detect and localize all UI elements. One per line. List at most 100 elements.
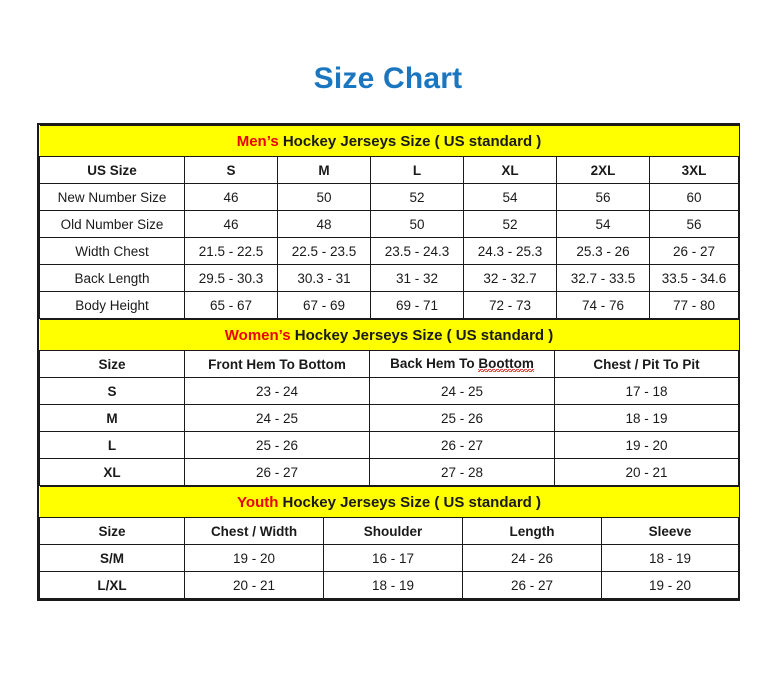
mens-cell-0-2: 52	[370, 183, 464, 211]
mens-cell-0-1: 50	[277, 183, 371, 211]
womens-section-banner: Women’s Hockey Jerseys Size ( US standar…	[39, 319, 739, 351]
youth-header-cell-0: Size	[39, 517, 185, 545]
mens-row-label-2: Width Chest	[39, 237, 185, 265]
womens-row-label-3: XL	[39, 458, 185, 486]
womens-header-cell-3: Chest / Pit To Pit	[553, 350, 740, 378]
mens-cell-4-0: 65 - 67	[184, 291, 278, 319]
womens-header-cell-2-prefix: Back Hem To	[390, 356, 479, 371]
youth-cell-1-0: 20 - 21	[184, 571, 324, 599]
youth-cell-0-3: 18 - 19	[600, 544, 740, 572]
mens-cell-3-2: 31 - 32	[370, 264, 464, 292]
mens-header-cell-0: US Size	[39, 156, 185, 184]
womens-header-cell-0: Size	[39, 350, 185, 378]
mens-row-label-1: Old Number Size	[39, 210, 185, 238]
mens-cell-3-1: 30.3 - 31	[277, 264, 371, 292]
youth-header-cell-1: Chest / Width	[184, 517, 324, 545]
mens-cell-2-4: 25.3 - 26	[556, 237, 650, 265]
misspelled-word: Boottom	[478, 356, 534, 372]
mens-row-label-0: New Number Size	[39, 183, 185, 211]
mens-cell-1-4: 54	[556, 210, 650, 238]
womens-cell-0-0: 23 - 24	[184, 377, 370, 405]
mens-cell-1-2: 50	[370, 210, 464, 238]
youth-row-label-1: L/XL	[39, 571, 185, 599]
mens-cell-1-0: 46	[184, 210, 278, 238]
youth-row-label-0: S/M	[39, 544, 185, 572]
youth-header-cell-3: Length	[462, 517, 602, 545]
womens-header-row: Size Front Hem To Bottom Back Hem To Boo…	[39, 350, 740, 378]
youth-banner-accent: Youth	[237, 493, 279, 511]
mens-header-cell-2: M	[277, 156, 371, 184]
youth-cell-1-2: 26 - 27	[462, 571, 602, 599]
womens-cell-0-1: 24 - 25	[369, 377, 555, 405]
youth-section-banner: Youth Hockey Jerseys Size ( US standard …	[39, 486, 739, 518]
youth-cell-0-0: 19 - 20	[184, 544, 324, 572]
womens-banner-rest: Hockey Jerseys Size ( US standard )	[290, 326, 554, 344]
youth-size-table: Youth Hockey Jerseys Size ( US standard …	[39, 486, 740, 599]
mens-cell-0-3: 54	[463, 183, 557, 211]
mens-banner-accent: Men’s	[236, 132, 279, 150]
mens-banner-rest: Hockey Jerseys Size ( US standard )	[278, 132, 542, 150]
table-row: L 25 - 26 26 - 27 19 - 20	[39, 431, 740, 459]
mens-header-cell-5: 2XL	[556, 156, 650, 184]
mens-cell-0-0: 46	[184, 183, 278, 211]
page-title: Size Chart	[313, 62, 463, 95]
womens-cell-2-0: 25 - 26	[184, 431, 370, 459]
mens-cell-0-4: 56	[556, 183, 650, 211]
mens-header-row: US Size S M L XL 2XL 3XL	[39, 156, 740, 184]
table-row: New Number Size 46 50 52 54 56 60	[39, 183, 740, 211]
mens-cell-2-0: 21.5 - 22.5	[184, 237, 278, 265]
size-chart-container: Men’s Hockey Jerseys Size ( US standard …	[37, 123, 740, 601]
womens-cell-1-1: 25 - 26	[369, 404, 555, 432]
womens-cell-2-1: 26 - 27	[369, 431, 555, 459]
mens-cell-1-5: 56	[648, 210, 740, 238]
womens-banner-cell: Women’s Hockey Jerseys Size ( US standar…	[39, 319, 739, 351]
mens-size-table: Men’s Hockey Jerseys Size ( US standard …	[39, 125, 740, 319]
mens-header-cell-3: L	[370, 156, 464, 184]
youth-header-cell-2: Shoulder	[323, 517, 463, 545]
womens-row-label-0: S	[39, 377, 185, 405]
mens-cell-2-2: 23.5 - 24.3	[370, 237, 464, 265]
mens-cell-4-4: 74 - 76	[556, 291, 650, 319]
table-row: M 24 - 25 25 - 26 18 - 19	[39, 404, 740, 432]
youth-cell-0-2: 24 - 26	[462, 544, 602, 572]
youth-header-cell-4: Sleeve	[600, 517, 740, 545]
mens-cell-3-4: 32.7 - 33.5	[556, 264, 650, 292]
youth-cell-1-1: 18 - 19	[323, 571, 463, 599]
mens-cell-4-1: 67 - 69	[277, 291, 371, 319]
youth-banner-rest: Hockey Jerseys Size ( US standard )	[278, 493, 542, 511]
mens-cell-2-3: 24.3 - 25.3	[463, 237, 557, 265]
mens-cell-3-0: 29.5 - 30.3	[184, 264, 278, 292]
mens-cell-4-2: 69 - 71	[370, 291, 464, 319]
womens-header-cell-1: Front Hem To Bottom	[184, 350, 370, 378]
womens-cell-3-2: 20 - 21	[553, 458, 740, 486]
womens-cell-3-0: 26 - 27	[184, 458, 370, 486]
table-row: L/XL 20 - 21 18 - 19 26 - 27 19 - 20	[39, 571, 740, 599]
mens-header-cell-1: S	[184, 156, 278, 184]
womens-size-table: Women’s Hockey Jerseys Size ( US standar…	[39, 319, 740, 486]
mens-row-label-3: Back Length	[39, 264, 185, 292]
mens-cell-4-5: 77 - 80	[648, 291, 740, 319]
table-row: XL 26 - 27 27 - 28 20 - 21	[39, 458, 740, 486]
womens-cell-1-2: 18 - 19	[553, 404, 740, 432]
youth-cell-1-3: 19 - 20	[600, 571, 740, 599]
youth-header-row: Size Chest / Width Shoulder Length Sleev…	[39, 517, 740, 545]
womens-header-cell-2: Back Hem To Boottom	[369, 350, 555, 378]
womens-cell-3-1: 27 - 28	[369, 458, 555, 486]
table-row: Back Length 29.5 - 30.3 30.3 - 31 31 - 3…	[39, 264, 740, 292]
mens-cell-4-3: 72 - 73	[463, 291, 557, 319]
mens-cell-1-1: 48	[277, 210, 371, 238]
table-row: Body Height 65 - 67 67 - 69 69 - 71 72 -…	[39, 291, 740, 319]
womens-row-label-2: L	[39, 431, 185, 459]
mens-banner-cell: Men’s Hockey Jerseys Size ( US standard …	[39, 125, 739, 157]
womens-row-label-1: M	[39, 404, 185, 432]
table-row: S/M 19 - 20 16 - 17 24 - 26 18 - 19	[39, 544, 740, 572]
table-row: Width Chest 21.5 - 22.5 22.5 - 23.5 23.5…	[39, 237, 740, 265]
womens-cell-1-0: 24 - 25	[184, 404, 370, 432]
youth-banner-cell: Youth Hockey Jerseys Size ( US standard …	[39, 486, 739, 518]
mens-cell-2-5: 26 - 27	[648, 237, 740, 265]
mens-cell-0-5: 60	[648, 183, 740, 211]
womens-banner-accent: Women’s	[224, 326, 291, 344]
womens-cell-2-2: 19 - 20	[553, 431, 740, 459]
mens-header-cell-4: XL	[463, 156, 557, 184]
mens-cell-2-1: 22.5 - 23.5	[277, 237, 371, 265]
